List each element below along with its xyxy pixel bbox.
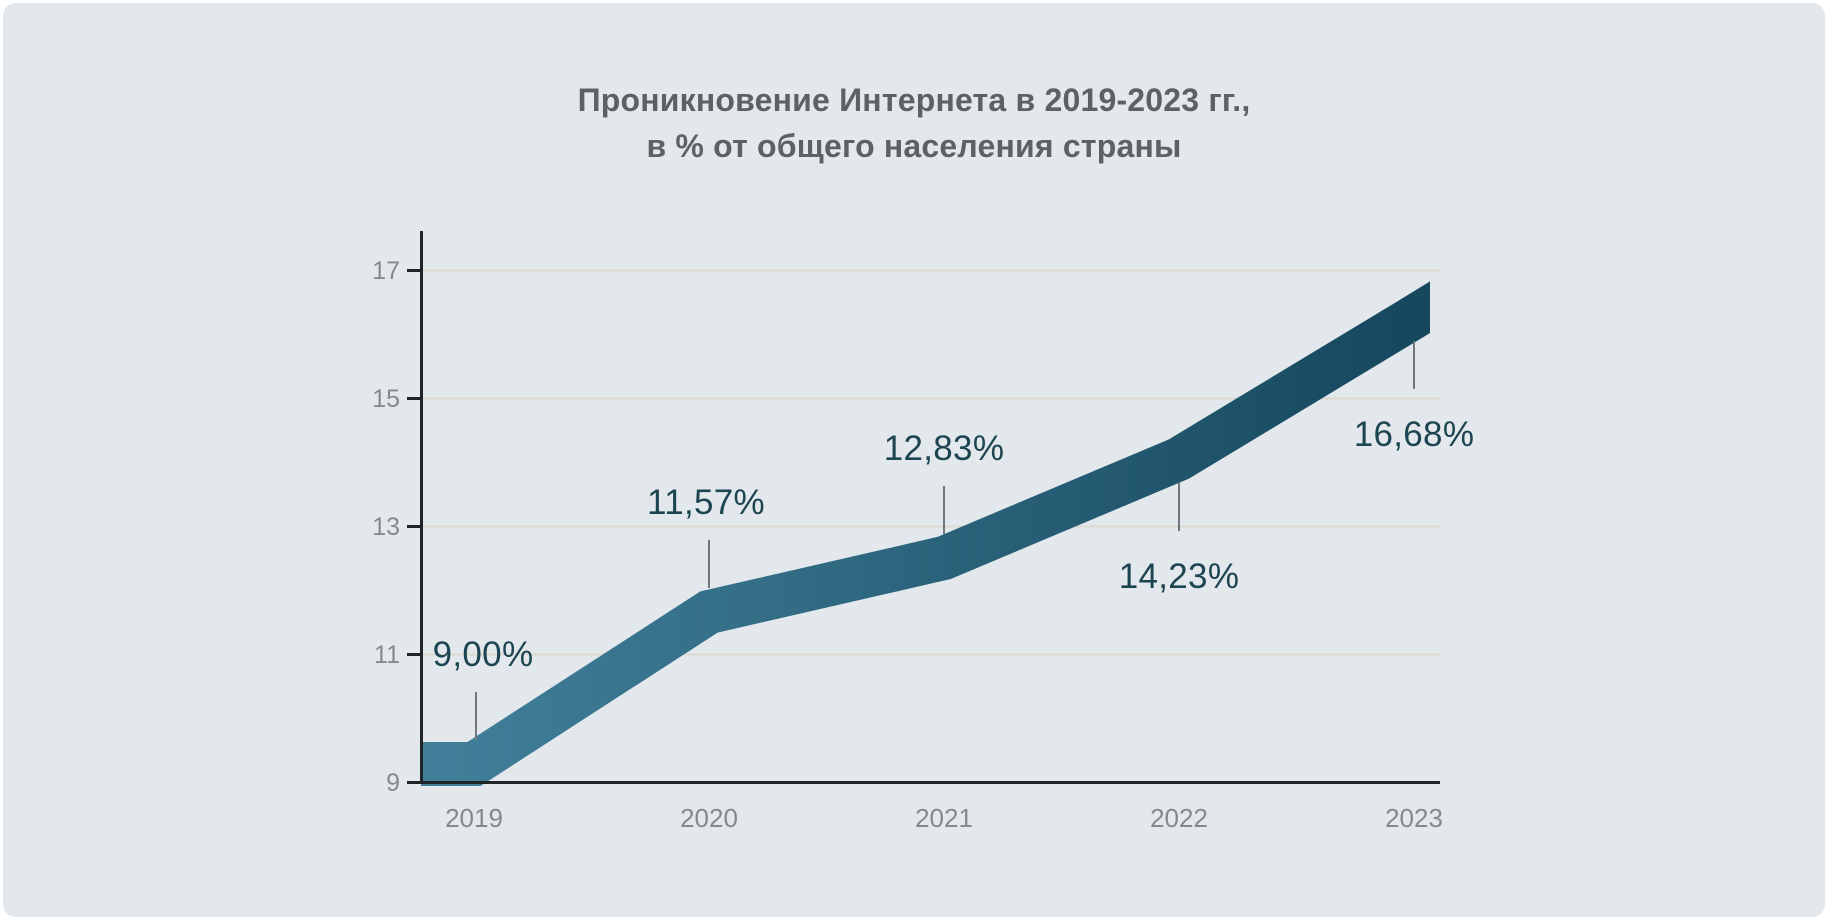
trend-band <box>421 281 1430 786</box>
chart-card: Проникновение Интернета в 2019-2023 гг.,… <box>3 3 1825 917</box>
chart-title: Проникновение Интернета в 2019-2023 гг.,… <box>3 77 1825 169</box>
line-chart-canvas <box>407 231 1440 786</box>
chart-title-line-2: в % от общего населения страны <box>646 128 1182 164</box>
chart-title-line-1: Проникновение Интернета в 2019-2023 гг., <box>577 82 1251 118</box>
